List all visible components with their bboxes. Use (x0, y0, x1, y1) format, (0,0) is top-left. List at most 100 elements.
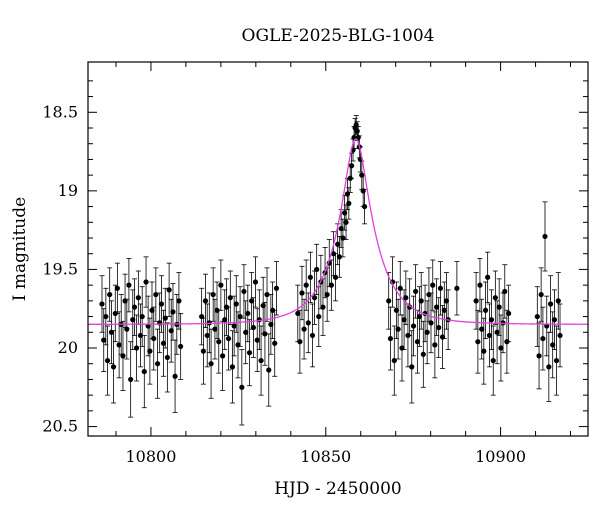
data-point (403, 295, 409, 301)
data-point (386, 298, 392, 304)
data-point (344, 191, 351, 197)
data-point (101, 337, 107, 343)
data-point (246, 350, 253, 356)
data-point (555, 298, 561, 304)
data-point (328, 282, 334, 288)
data-point (316, 313, 322, 320)
data-point (391, 357, 397, 364)
data-point (397, 285, 403, 291)
data-point (314, 266, 320, 273)
data-point (120, 353, 126, 359)
data-point (477, 282, 483, 288)
data-point (260, 302, 266, 309)
data-point (254, 337, 260, 343)
x-axis-ticks: 10800 10850 10900 (115, 62, 572, 466)
data-point (258, 357, 264, 364)
data-point (426, 291, 432, 298)
data-point (506, 310, 512, 317)
data-point (128, 376, 134, 383)
data-point (249, 298, 255, 304)
data-point (200, 348, 206, 354)
data-point (252, 279, 259, 285)
chart-title: OGLE-2025-BLG-1004 (242, 26, 435, 46)
data-point (395, 326, 401, 332)
y-tick-label: 20 (58, 338, 78, 357)
data-point (436, 324, 442, 331)
data-point (131, 304, 138, 310)
data-point (241, 288, 247, 295)
data-point (405, 332, 411, 339)
data-point (479, 326, 485, 332)
data-point (301, 326, 307, 332)
data-point (439, 334, 446, 340)
data-point (488, 317, 495, 323)
data-point (208, 361, 214, 367)
y-tick-label: 20.5 (42, 417, 78, 436)
data-point (550, 342, 556, 348)
data-point (222, 317, 228, 323)
data-point (454, 285, 460, 291)
data-point (324, 291, 330, 298)
data-point (250, 324, 256, 331)
data-point (168, 328, 174, 334)
data-point (114, 285, 120, 291)
data-point (546, 364, 552, 370)
data-point (141, 368, 147, 375)
data-points (99, 122, 563, 390)
data-point (490, 357, 496, 364)
y-tick-label: 19 (58, 181, 78, 200)
data-point (270, 307, 276, 313)
data-point (103, 313, 109, 320)
x-tick-label: 10800 (125, 447, 176, 466)
y-axis-ticks: 18.5 19 19.5 20 20.5 (42, 80, 588, 436)
data-point (223, 304, 230, 310)
data-point (233, 301, 239, 307)
data-point (149, 307, 155, 313)
x-axis-label: HJD - 2450000 (274, 479, 402, 499)
data-point (220, 353, 226, 359)
data-point (538, 291, 544, 298)
data-point (413, 288, 419, 295)
data-point (492, 295, 498, 301)
model-curve (88, 138, 588, 325)
data-point (428, 320, 434, 326)
data-point (225, 335, 232, 342)
data-point (498, 345, 504, 351)
data-point (239, 384, 245, 390)
data-point (264, 291, 270, 298)
data-point (481, 348, 487, 354)
data-point (346, 200, 352, 207)
data-point (202, 298, 209, 304)
data-point (482, 307, 489, 313)
data-point (387, 335, 394, 342)
data-point (158, 301, 165, 307)
data-point (485, 274, 491, 280)
data-point (443, 298, 449, 304)
data-point (359, 172, 365, 178)
data-point (418, 298, 424, 304)
data-point (414, 339, 420, 345)
data-point (540, 335, 546, 342)
data-point (231, 323, 237, 329)
data-point (354, 128, 360, 134)
data-point (122, 298, 128, 304)
data-point (162, 315, 168, 321)
data-point (410, 323, 417, 329)
data-point (399, 345, 405, 351)
data-point (475, 339, 481, 345)
data-point (320, 304, 326, 310)
data-point (135, 295, 141, 301)
data-point (494, 329, 500, 335)
data-point (420, 351, 426, 357)
data-point (534, 313, 540, 320)
data-point (214, 307, 220, 313)
data-point (218, 282, 224, 288)
data-point (166, 287, 172, 293)
data-point (303, 282, 309, 288)
data-point (170, 309, 176, 315)
data-point (340, 235, 346, 241)
data-point (176, 298, 182, 304)
data-point (210, 291, 216, 298)
data-point (273, 285, 280, 291)
